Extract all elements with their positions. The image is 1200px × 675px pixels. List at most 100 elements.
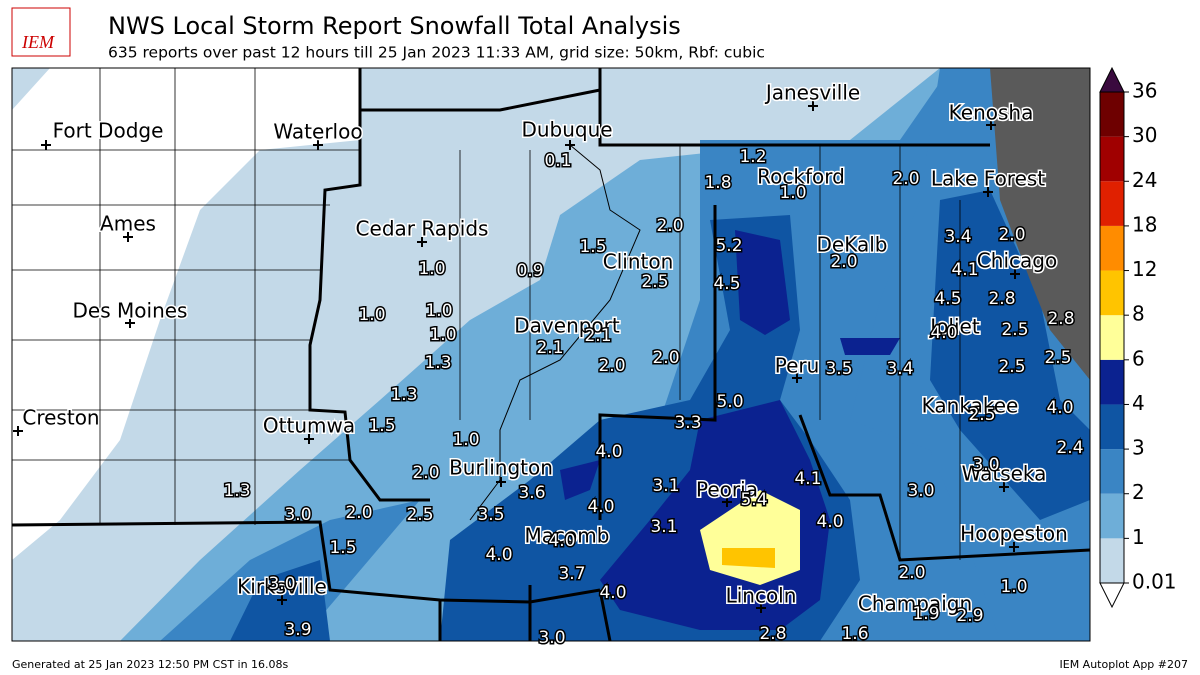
city-label: Chicago [977, 249, 1057, 273]
snow-report: 4.1 [794, 469, 821, 489]
city-label: Fort Dodge [53, 119, 164, 143]
colorbar-segment [1100, 181, 1124, 226]
city-marker [41, 140, 51, 150]
snow-report: 2.9 [956, 606, 983, 626]
snow-report: 3.5 [825, 359, 852, 379]
city-marker [277, 595, 287, 605]
snow-report: 2.8 [759, 624, 786, 644]
snow-report: 3.4 [886, 359, 913, 379]
city-marker [313, 140, 323, 150]
snow-report: 4.0 [587, 497, 614, 517]
city-label: Joliet [928, 315, 980, 339]
footer-generated: Generated at 25 Jan 2023 12:50 PM CST in… [12, 658, 289, 671]
snow-report: 2.0 [998, 225, 1025, 245]
colorbar-tick-label: 12 [1132, 257, 1157, 281]
city-label: DeKalb [817, 233, 888, 257]
snow-report: 1.0 [429, 325, 456, 345]
colorbar-tick-label: 2 [1132, 480, 1145, 504]
snow-report: 1.0 [452, 430, 479, 450]
city-label: Des Moines [73, 299, 188, 323]
snow-report: 3.0 [538, 628, 565, 648]
colorbar-segment [1100, 136, 1124, 182]
snow-report: 2.5 [998, 357, 1025, 377]
colorbar-segment [1100, 225, 1124, 271]
colorbar-under [1099, 582, 1125, 609]
snow-report: 1.5 [368, 416, 395, 436]
snow-report: 1.9 [912, 604, 939, 624]
snow-report: 1.0 [779, 183, 806, 203]
snow-report: 2.1 [584, 326, 611, 346]
snow-report: 3.0 [268, 574, 295, 594]
snow-report: 4.0 [816, 512, 843, 532]
snow-report: 1.2 [739, 147, 766, 167]
snow-report: 2.8 [1047, 309, 1074, 329]
city-marker [999, 482, 1009, 492]
subtitle: 635 reports over past 12 hours till 25 J… [108, 44, 765, 62]
snow-report: 2.0 [830, 252, 857, 272]
colorbar-segment [1100, 359, 1124, 405]
snow-report: 4.0 [1046, 398, 1073, 418]
colorbar-tick-label: 3 [1132, 436, 1145, 460]
snow-report: 4.1 [951, 260, 978, 280]
snow-report: 2.5 [641, 272, 668, 292]
snow-report: 1.8 [704, 173, 731, 193]
snow-report: 1.3 [424, 353, 451, 373]
city-marker [808, 101, 818, 111]
city-label: Macomb [525, 524, 610, 548]
city-label: Ottumwa [263, 414, 355, 438]
city-label: Creston [22, 406, 99, 430]
snow-report: 2.5 [1044, 348, 1071, 368]
map-frame [11, 67, 1091, 642]
city-label: Davenport [514, 314, 620, 338]
snow-report: 2.5 [968, 405, 995, 425]
colorbar-tick-label: 36 [1132, 79, 1157, 103]
snow-report: 1.0 [358, 305, 385, 325]
city-label: Peoria [696, 478, 758, 502]
snow-report: 1.5 [329, 538, 356, 558]
colorbar-tick-label: 18 [1132, 212, 1157, 236]
city-marker [722, 497, 732, 507]
city-label: Dubuque [521, 118, 612, 142]
city-label: Peru [775, 354, 820, 378]
snow-report: 1.3 [223, 481, 250, 501]
snow-report: 4.0 [595, 442, 622, 462]
snow-report: 3.1 [650, 517, 677, 537]
snow-report: 1.0 [418, 259, 445, 279]
snow-report: 3.0 [972, 455, 999, 475]
city-marker [496, 477, 506, 487]
snow-report: 3.5 [477, 505, 504, 525]
snow-report: 5.0 [716, 392, 743, 412]
city-marker [983, 187, 993, 197]
colorbar-segment [1100, 404, 1124, 450]
city-label: Janesville [764, 81, 860, 105]
colorbar-tick-label: 30 [1132, 123, 1157, 147]
colorbar-tick-label: 8 [1132, 302, 1145, 326]
snow-report: 2.0 [892, 169, 919, 189]
city-label: Cedar Rapids [356, 217, 489, 241]
snow-report: 4.0 [548, 531, 575, 551]
city-marker [792, 373, 802, 383]
snow-report: 2.5 [1001, 320, 1028, 340]
city-label: Hoopeston [960, 522, 1068, 546]
city-marker [756, 603, 766, 613]
snow-report: 3.0 [284, 505, 311, 525]
snow-report: 2.5 [406, 505, 433, 525]
city-marker [13, 426, 23, 436]
colorbar-segment [1100, 270, 1124, 316]
city-label: Champaign [858, 592, 972, 616]
snow-report: 1.0 [425, 301, 452, 321]
city-marker [417, 237, 427, 247]
snow-report: 4.5 [934, 289, 961, 309]
footer-app: IEM Autoplot App #207 [1060, 658, 1189, 671]
colorbar-segment [1100, 493, 1124, 539]
snow-report: 3.0 [907, 481, 934, 501]
snow-report: 4.0 [930, 323, 957, 343]
logo: IEM [11, 7, 71, 57]
colorbar-segment [1100, 315, 1124, 360]
city-label: Ames [100, 212, 156, 236]
colorbar-tick-label: 24 [1132, 168, 1157, 192]
city-marker [986, 120, 996, 130]
colorbar-tick-label: 6 [1132, 346, 1145, 370]
snow-report: 2.0 [898, 563, 925, 583]
